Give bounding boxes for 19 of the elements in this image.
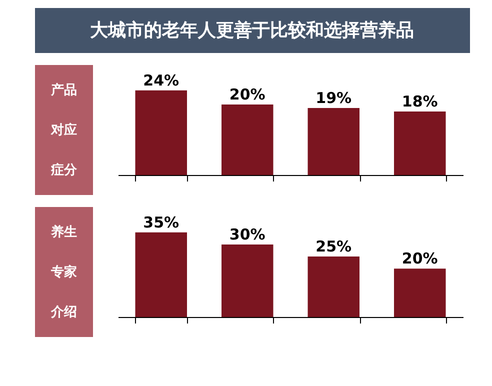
- bar: [135, 232, 187, 317]
- text: 养生专家介绍: [51, 225, 77, 320]
- bar: [222, 244, 274, 317]
- data-label: 35%: [143, 213, 180, 232]
- data-label: 25%: [316, 238, 352, 256]
- data-label: 20%: [402, 250, 438, 268]
- bar: [308, 256, 360, 317]
- data-label: 20%: [229, 85, 266, 104]
- data-label: 18%: [402, 92, 438, 111]
- text: 产品对应症分: [51, 83, 77, 178]
- bar: [394, 112, 446, 175]
- bar: [222, 104, 274, 175]
- data-label: 24%: [143, 71, 180, 90]
- data-label: 30%: [229, 225, 266, 244]
- data-label: 19%: [316, 89, 352, 108]
- bar: [135, 90, 187, 175]
- chart-title: 大城市的老年人更善于比较和选择营养品: [89, 20, 414, 41]
- bar: [308, 108, 360, 175]
- bar: [394, 268, 446, 317]
